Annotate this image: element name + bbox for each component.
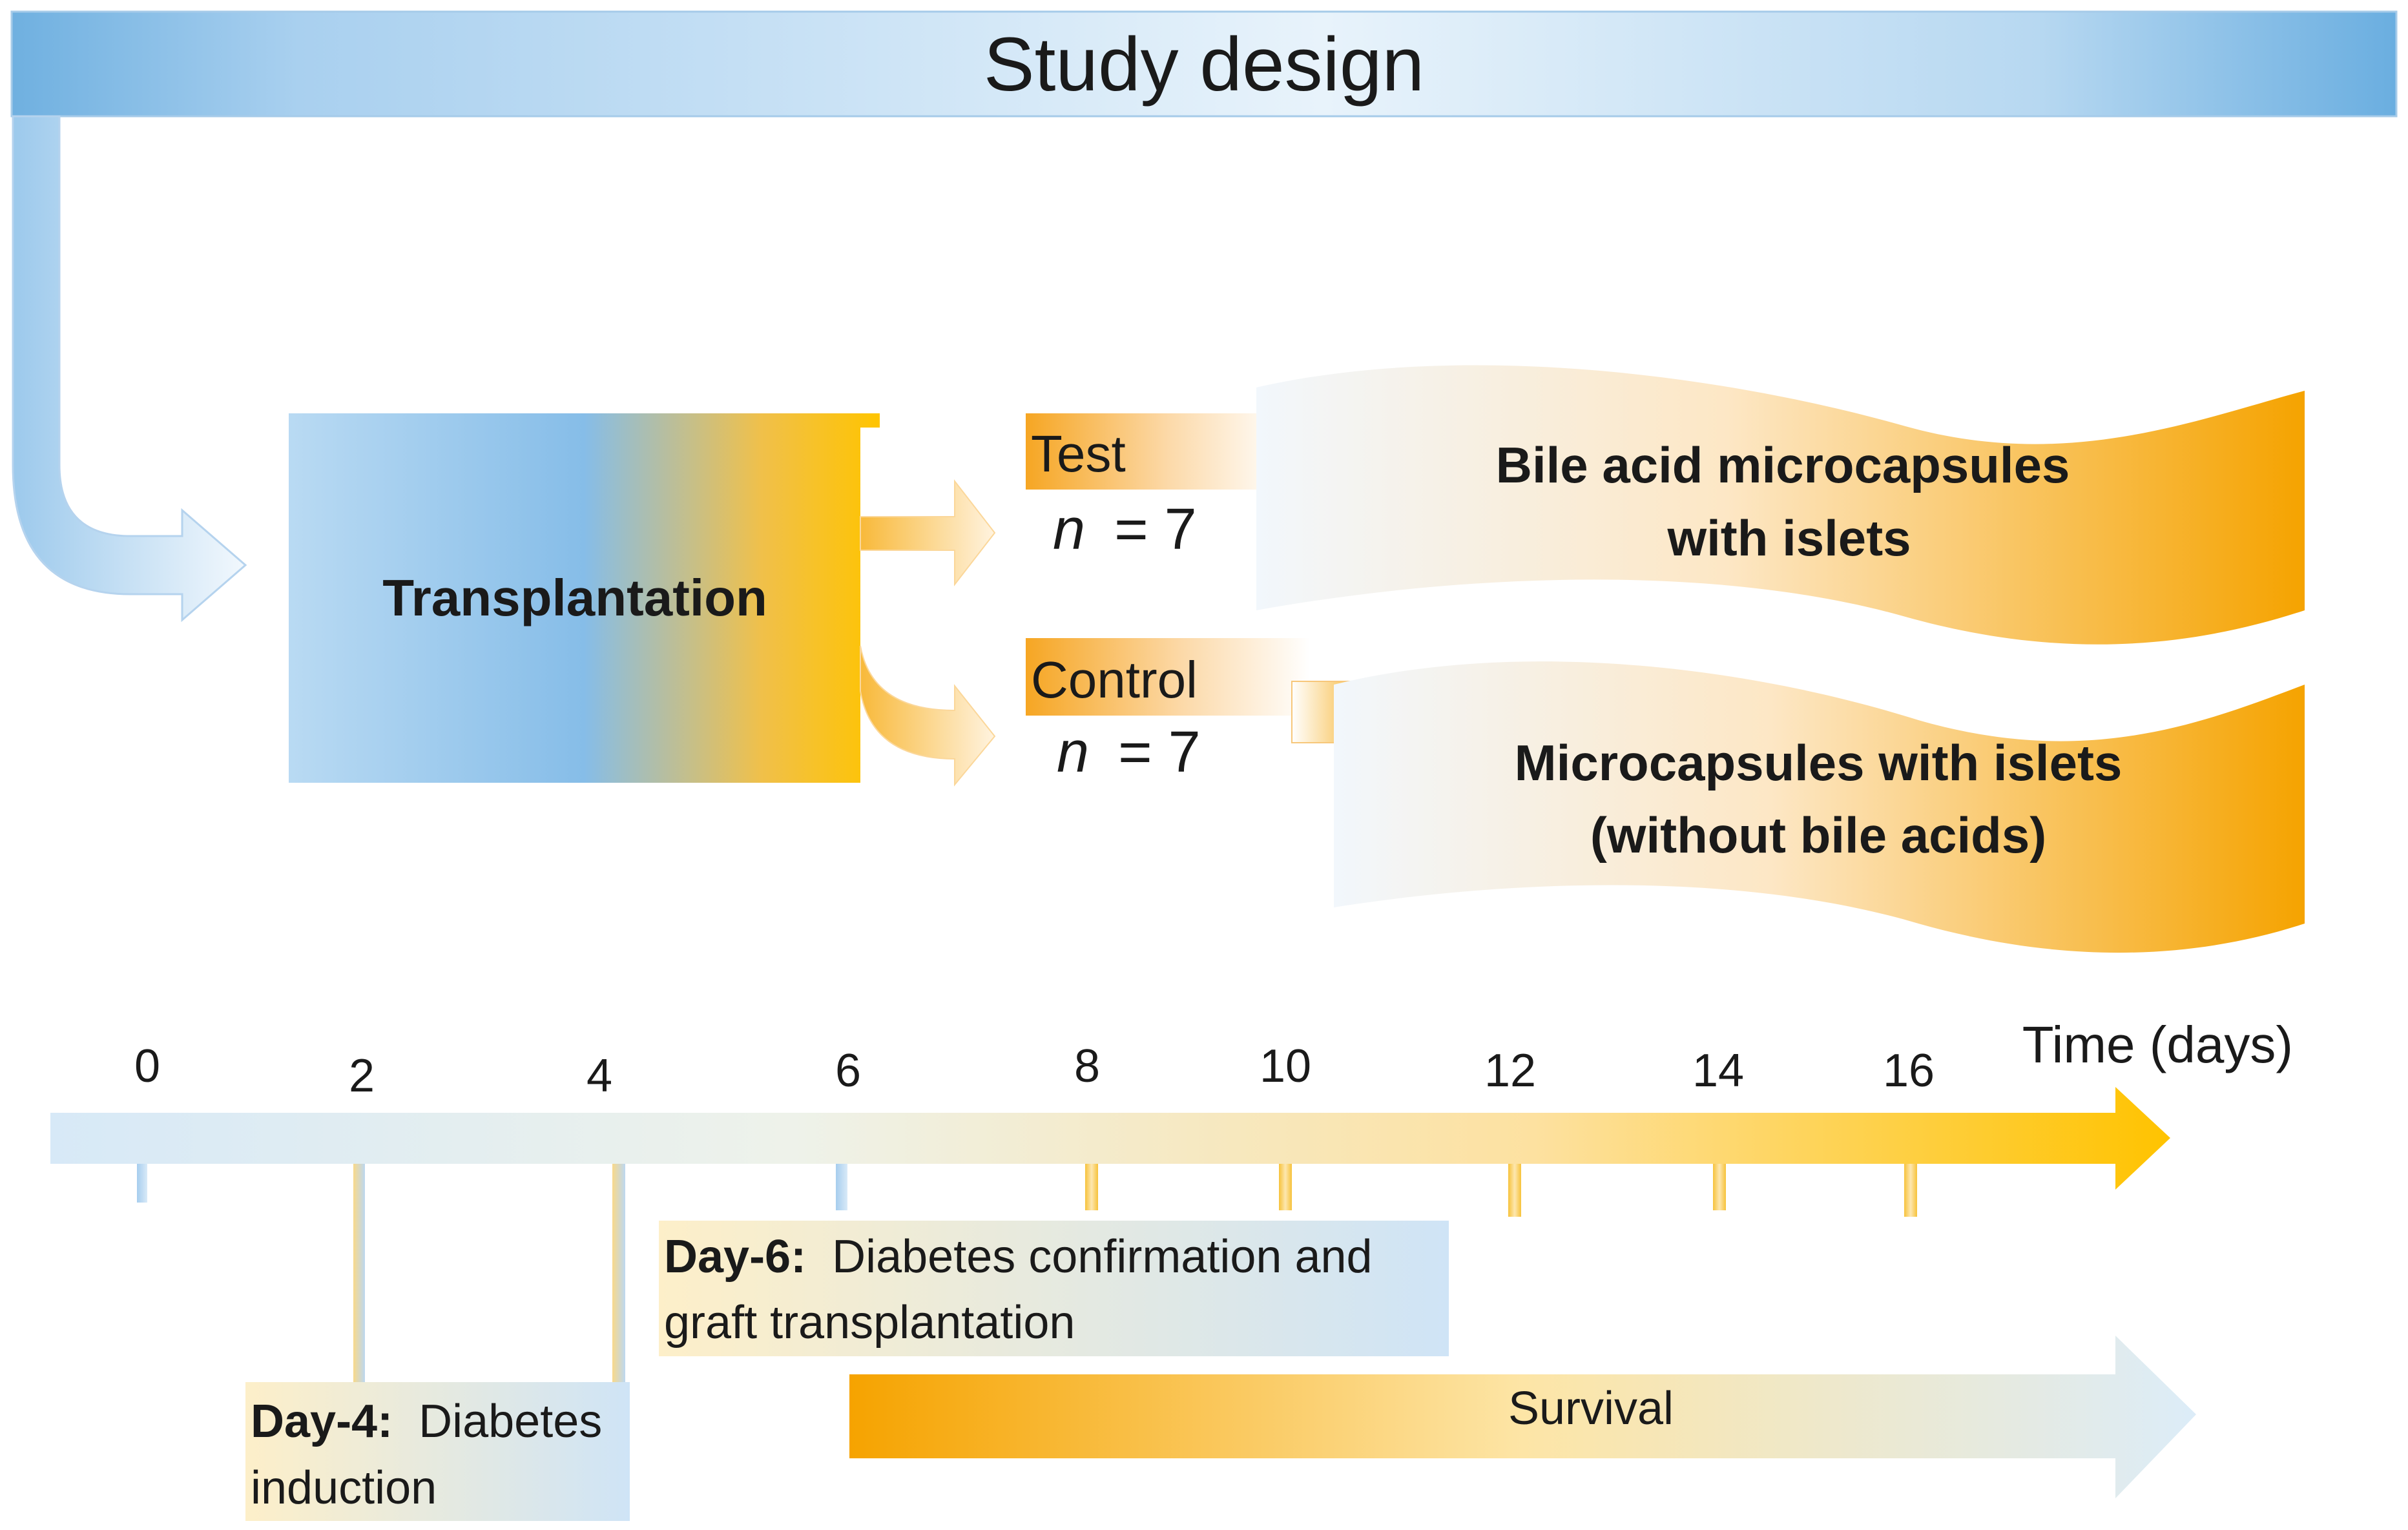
tick-label: 2 [349,1050,375,1102]
group-control-n: n = 7 [1057,720,1201,785]
group-test: Test n = 7 Bile acid microcapsules with … [1026,365,2305,645]
tick-mark [1085,1164,1098,1210]
tick-label: 6 [835,1045,861,1097]
title-banner: Study design [10,10,2398,118]
group-test-n: n = 7 [1053,497,1197,562]
group-control-description-2: (without bile acids) [1590,807,2046,863]
branch-arrow-test [860,479,996,586]
group-test-description-2: with islets [1666,510,1911,566]
group-test-label: Test [1031,425,1126,482]
event-day-6-text-2: graft transplantation [664,1297,1075,1349]
tick-labels: 0 2 4 6 8 10 12 14 16 [134,1040,1935,1102]
transplantation-label: Transplantation [382,569,767,626]
tick-marks [137,1164,1917,1383]
event-day-6: Day-6: Diabetes confirmation and graft t… [659,1221,1449,1356]
transplantation-box: Transplantation [289,413,880,783]
tick-label: 0 [134,1040,160,1092]
tick-mark [1279,1164,1292,1210]
tick-mark [137,1164,147,1203]
event-day-6-text-1: Day-6: Diabetes confirmation and [664,1231,1373,1283]
flow-arrow-down [12,115,247,623]
tick-mark [1713,1164,1726,1210]
group-test-wave [1256,365,2305,645]
survival-label: Survival [1508,1383,1674,1434]
group-control-wave [1334,661,2305,953]
event-day-4-text-2: induction [251,1462,437,1514]
axis-label: Time (days) [2022,1016,2293,1073]
tick-mark [1508,1164,1521,1217]
tick-label: 16 [1883,1045,1935,1097]
tick-mark [612,1164,625,1383]
timeline: Time (days) 0 2 4 6 8 10 12 14 16 [50,1016,2293,1383]
branch-arrow-control [860,645,996,787]
group-control-label: Control [1031,651,1198,708]
timeline-arrow [50,1087,2170,1190]
tick-label: 10 [1260,1040,1311,1092]
tick-mark [353,1164,365,1383]
tick-label: 8 [1074,1040,1100,1092]
tick-mark [1904,1164,1917,1217]
group-test-description-1: Bile acid microcapsules [1496,437,2070,493]
tick-mark [836,1164,847,1210]
event-day-4-text-1: Day-4: Diabetes [251,1396,602,1447]
survival-arrow: Survival [849,1336,2196,1498]
tick-label: 12 [1484,1045,1536,1097]
tick-label: 14 [1692,1045,1744,1097]
tick-label: 4 [586,1050,612,1102]
title: Study design [984,22,1424,107]
event-day-4: Day-4: Diabetes induction [245,1382,630,1521]
group-control-description-1: Microcapsules with islets [1515,734,2123,791]
group-control: Control n = 7 Microcapsules with islets … [1026,638,2305,953]
